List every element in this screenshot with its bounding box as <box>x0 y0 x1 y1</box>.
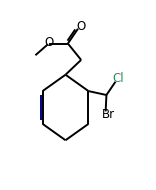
Text: O: O <box>76 20 85 33</box>
Text: Cl: Cl <box>113 72 124 86</box>
Text: O: O <box>44 36 54 49</box>
Text: Br: Br <box>102 108 115 121</box>
